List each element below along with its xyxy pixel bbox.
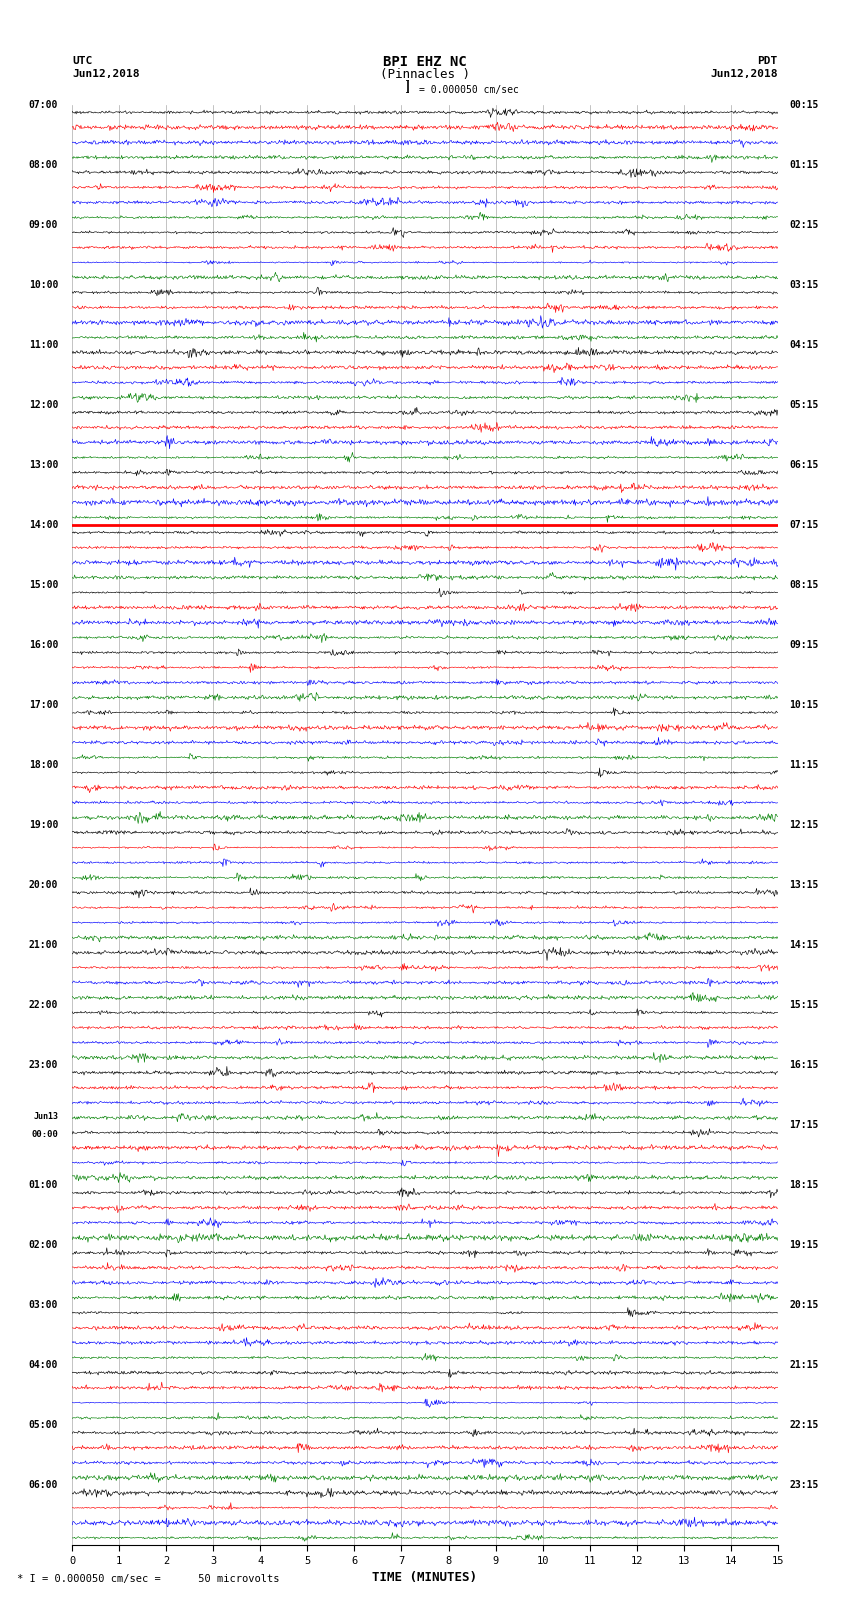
Text: 03:00: 03:00 [29,1300,58,1310]
Text: 06:15: 06:15 [790,460,819,469]
Text: Jun12,2018: Jun12,2018 [72,69,139,79]
Text: 04:15: 04:15 [790,340,819,350]
Text: 22:15: 22:15 [790,1419,819,1431]
Text: 16:15: 16:15 [790,1060,819,1069]
Text: 17:00: 17:00 [29,700,58,710]
Text: 22:00: 22:00 [29,1000,58,1010]
Text: PDT: PDT [757,56,778,66]
Text: 00:15: 00:15 [790,100,819,110]
Text: 20:15: 20:15 [790,1300,819,1310]
Text: 14:15: 14:15 [790,940,819,950]
Text: 10:00: 10:00 [29,281,58,290]
Text: 15:15: 15:15 [790,1000,819,1010]
Text: 18:15: 18:15 [790,1181,819,1190]
Text: 08:00: 08:00 [29,160,58,169]
Text: 19:15: 19:15 [790,1240,819,1250]
Text: 13:00: 13:00 [29,460,58,469]
Text: 12:00: 12:00 [29,400,58,410]
Text: UTC: UTC [72,56,93,66]
Text: 03:15: 03:15 [790,281,819,290]
Text: 06:00: 06:00 [29,1481,58,1490]
Text: * I = 0.000050 cm/sec =      50 microvolts: * I = 0.000050 cm/sec = 50 microvolts [17,1574,280,1584]
Text: BPI EHZ NC: BPI EHZ NC [383,55,467,69]
Text: 21:15: 21:15 [790,1360,819,1369]
Text: 11:00: 11:00 [29,340,58,350]
Text: 02:15: 02:15 [790,219,819,231]
Text: Jun12,2018: Jun12,2018 [711,69,778,79]
Text: 23:15: 23:15 [790,1481,819,1490]
Text: 02:00: 02:00 [29,1240,58,1250]
X-axis label: TIME (MINUTES): TIME (MINUTES) [372,1571,478,1584]
Text: 01:15: 01:15 [790,160,819,169]
Text: 05:00: 05:00 [29,1419,58,1431]
Text: 01:00: 01:00 [29,1181,58,1190]
Text: Jun13: Jun13 [33,1111,58,1121]
Text: 05:15: 05:15 [790,400,819,410]
Text: 14:00: 14:00 [29,519,58,531]
Text: 09:00: 09:00 [29,219,58,231]
Text: 13:15: 13:15 [790,881,819,890]
Text: 21:00: 21:00 [29,940,58,950]
Text: 07:00: 07:00 [29,100,58,110]
Text: 09:15: 09:15 [790,640,819,650]
Text: 15:00: 15:00 [29,581,58,590]
Text: 20:00: 20:00 [29,881,58,890]
Text: 00:00: 00:00 [31,1129,58,1139]
Text: (Pinnacles ): (Pinnacles ) [380,68,470,82]
Text: 23:00: 23:00 [29,1060,58,1069]
Text: 16:00: 16:00 [29,640,58,650]
Text: 19:00: 19:00 [29,819,58,831]
Text: 07:15: 07:15 [790,519,819,531]
Text: 10:15: 10:15 [790,700,819,710]
Text: = 0.000050 cm/sec: = 0.000050 cm/sec [419,84,518,95]
Text: 12:15: 12:15 [790,819,819,831]
Text: 04:00: 04:00 [29,1360,58,1369]
Text: 11:15: 11:15 [790,760,819,769]
Text: 18:00: 18:00 [29,760,58,769]
Text: 17:15: 17:15 [790,1119,819,1131]
Text: 08:15: 08:15 [790,581,819,590]
